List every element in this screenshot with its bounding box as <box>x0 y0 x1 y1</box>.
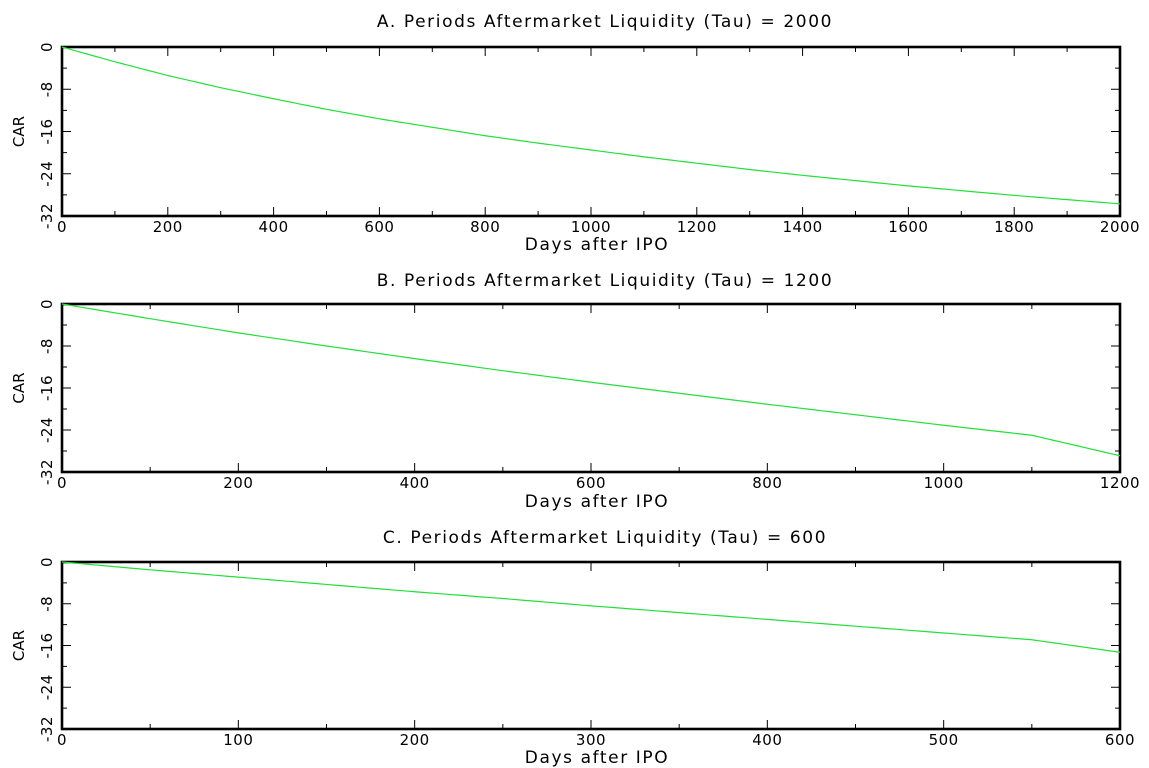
y-tick-label: -32 <box>38 203 56 229</box>
series-line-0 <box>61 303 1121 457</box>
x-tick-label: 600 <box>364 218 394 236</box>
chart-panel-0: A. Periods Aftermarket Liquidity (Tau) =… <box>10 12 1140 255</box>
y-axis-label: CAR <box>10 630 28 661</box>
chart-title: A. Periods Aftermarket Liquidity (Tau) =… <box>377 12 833 32</box>
x-tick-label: 500 <box>929 731 959 749</box>
y-axis-label: CAR <box>10 372 28 403</box>
y-tick-label: -24 <box>38 674 56 700</box>
y-tick-label: -16 <box>38 119 56 145</box>
x-axis-label: Days after IPO <box>525 235 670 255</box>
x-tick-label: 800 <box>470 218 500 236</box>
y-tick-label: -8 <box>38 596 56 612</box>
x-tick-label: 800 <box>752 474 782 492</box>
y-tick-label: -16 <box>38 375 56 401</box>
x-tick-label: 0 <box>57 731 67 749</box>
chart-panel-2: C. Periods Aftermarket Liquidity (Tau) =… <box>10 528 1135 768</box>
x-tick-label: 2000 <box>1100 218 1140 236</box>
x-tick-label: 300 <box>576 731 606 749</box>
chart-title: B. Periods Aftermarket Liquidity (Tau) =… <box>377 271 833 291</box>
x-tick-label: 100 <box>223 731 253 749</box>
y-tick-label: 0 <box>38 557 56 567</box>
x-tick-label: 0 <box>57 218 67 236</box>
y-tick-label: -32 <box>38 459 56 485</box>
x-tick-label: 1000 <box>924 474 964 492</box>
x-tick-label: 1200 <box>1100 474 1140 492</box>
x-tick-label: 400 <box>259 218 289 236</box>
x-tick-label: 600 <box>576 474 606 492</box>
x-axis-label: Days after IPO <box>525 748 670 768</box>
x-tick-label: 400 <box>400 474 430 492</box>
x-tick-label: 0 <box>57 474 67 492</box>
x-tick-label: 1400 <box>783 218 823 236</box>
x-tick-label: 400 <box>752 731 782 749</box>
chart-panel-1: B. Periods Aftermarket Liquidity (Tau) =… <box>10 271 1140 512</box>
x-tick-label: 200 <box>223 474 253 492</box>
series-line-0 <box>61 46 1121 205</box>
y-tick-label: -16 <box>38 633 56 659</box>
series-line-0 <box>61 561 1121 653</box>
y-axis-label: CAR <box>10 116 28 147</box>
y-tick-label: 0 <box>38 299 56 309</box>
y-tick-label: -24 <box>38 417 56 443</box>
chart-title: C. Periods Aftermarket Liquidity (Tau) =… <box>383 528 827 548</box>
x-axis-label: Days after IPO <box>525 492 670 512</box>
x-tick-label: 1000 <box>571 218 611 236</box>
plot-frame <box>60 560 1122 731</box>
y-tick-label: 0 <box>38 42 56 52</box>
x-tick-label: 1800 <box>994 218 1034 236</box>
y-tick-label: -8 <box>38 81 56 97</box>
x-tick-label: 200 <box>153 218 183 236</box>
y-tick-label: -24 <box>38 161 56 187</box>
x-tick-label: 600 <box>1105 731 1135 749</box>
y-tick-label: -32 <box>38 716 56 742</box>
x-tick-label: 200 <box>400 731 430 749</box>
x-tick-label: 1600 <box>888 218 928 236</box>
x-tick-label: 1200 <box>677 218 717 236</box>
plot-frame <box>60 302 1122 474</box>
y-tick-label: -8 <box>38 338 56 354</box>
